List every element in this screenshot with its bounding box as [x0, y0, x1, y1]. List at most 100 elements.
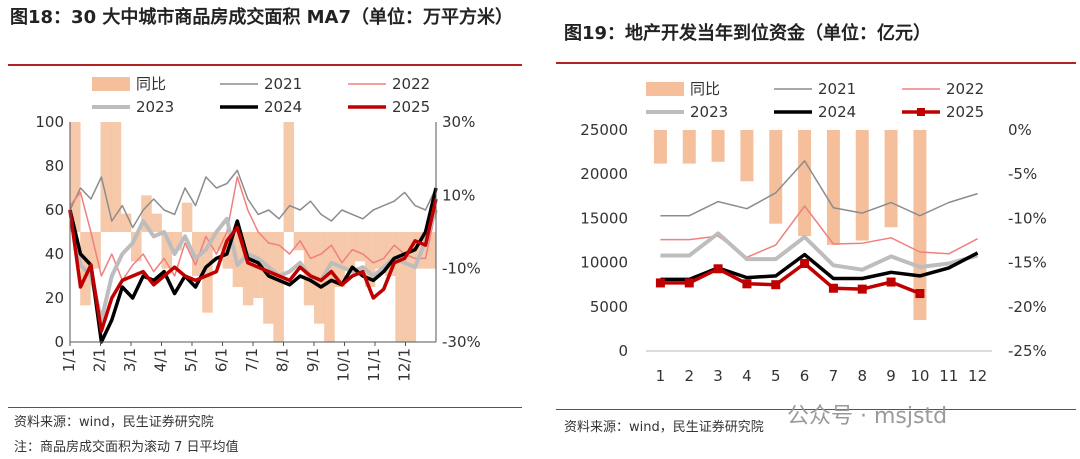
yoy-area-bar: [263, 232, 274, 324]
yoy-bar: [798, 130, 812, 237]
legend-label-2021: 2021: [264, 75, 302, 93]
yoy-area-bar: [181, 202, 193, 232]
legend-marker-2025: [917, 108, 925, 116]
x-tick-label: 4: [742, 367, 752, 385]
series-line-2024: [68, 187, 438, 344]
yoy-area-bar: [385, 232, 396, 276]
legend-swatch-yoy: [646, 82, 684, 96]
x-tick-label: 4/1: [152, 348, 170, 372]
legend-label-2025: 2025: [946, 103, 984, 121]
yoy-area-bar: [151, 213, 162, 232]
chart-housing-transactions: 同比 2021 2022 2023 2024 2025 0 20 40 60 80 100 -30% -1…: [35, 75, 481, 382]
x-tick-label: 1: [656, 367, 666, 385]
yoy-bar: [682, 130, 696, 164]
x-tick-label: 2: [684, 367, 694, 385]
yoy-area-bar: [141, 195, 152, 232]
figure-19-title: 图19：地产开发当年到位资金（单位：亿元）: [564, 23, 932, 44]
yoy-area-bar: [344, 232, 356, 269]
figure-18-panel: 图18：30 大中城市商品房成交面积 MA7（单位：万平方米） 同比 2021 20…: [0, 0, 530, 459]
point-marker-2025: [742, 279, 752, 289]
yoy-bar: [653, 130, 667, 164]
x-tick-label: 2/1: [91, 348, 109, 372]
yoy-bar: [740, 130, 754, 182]
point-marker-2025: [713, 264, 723, 274]
yoy-area-bar: [425, 232, 437, 269]
y-tick-left: 10000: [580, 254, 628, 272]
y-tick-right: -10%: [442, 260, 481, 278]
yoy-bar: [826, 130, 840, 245]
figure-19-source: 资料来源：wind，民生证券研究院: [564, 420, 764, 435]
x-tick-label: 3: [713, 367, 723, 385]
x-tick-label: 5: [771, 367, 781, 385]
legend-label-yoy: 同比: [136, 75, 166, 93]
y-tick-right: -5%: [1008, 165, 1037, 183]
figure-18-source: 资料来源：wind，民生证券研究院: [14, 415, 214, 430]
yoy-bar: [711, 130, 725, 162]
yoy-area-bar: [100, 122, 112, 232]
yoy-area-bar: [161, 232, 173, 269]
x-tick-label: 6: [800, 367, 810, 385]
x-tick-label: 12/1: [396, 348, 414, 382]
y-tick-left: 20: [45, 289, 64, 307]
series-line-2025: [68, 198, 438, 333]
legend-label-2025: 2025: [392, 98, 430, 116]
figure-18-note: 注：商品房成交面积为滚动 7 日平均值: [14, 440, 239, 455]
x-tick-label: 11/1: [365, 348, 383, 382]
legend-label-2023: 2023: [690, 103, 728, 121]
figure-18-title: 图18：30 大中城市商品房成交面积 MA7（单位：万平方米）: [10, 7, 513, 28]
y-tick-left: 5000: [590, 298, 628, 316]
legend-swatch-yoy: [92, 77, 130, 91]
legend-label-2022: 2022: [392, 75, 430, 93]
y-tick-left: 60: [45, 201, 64, 219]
y-tick-right: 30%: [442, 113, 475, 131]
yoy-area-bar: [283, 122, 295, 232]
y-tick-left: 20000: [580, 165, 628, 183]
y-tick-left: 0: [618, 342, 628, 360]
y-tick-right: -30%: [442, 333, 481, 351]
y-tick-left: 25000: [580, 121, 628, 139]
x-tick-label: 8/1: [274, 348, 292, 372]
yoy-area-bar: [242, 232, 254, 306]
y-tick-right: 0%: [1008, 121, 1032, 139]
yoy-area-bar: [273, 232, 284, 342]
series-line-2023: [68, 209, 438, 322]
legend-label-2022: 2022: [946, 80, 984, 98]
series-line-2023: [660, 231, 979, 272]
title-divider: [8, 64, 522, 66]
yoy-bar: [884, 130, 898, 228]
yoy-area-bar: [70, 122, 81, 232]
yoy-bar: [913, 130, 927, 321]
y-tick-left: 80: [45, 157, 64, 175]
point-marker-2025: [655, 278, 665, 288]
legend-label-2024: 2024: [818, 103, 856, 121]
point-marker-2025: [771, 280, 781, 290]
figure-19-panel: 图19：地产开发当年到位资金（单位：亿元） 同比 2021 2022 2023 2024…: [550, 0, 1080, 459]
y-tick-left: 100: [35, 113, 64, 131]
y-tick-right: -15%: [1008, 254, 1047, 272]
y-tick-left: 15000: [580, 209, 628, 227]
x-tick-label: 11: [939, 367, 958, 385]
y-tick-right: -20%: [1008, 298, 1047, 316]
x-tick-label: 7: [829, 367, 839, 385]
x-tick-label: 9/1: [304, 348, 322, 372]
footer-divider: [8, 407, 522, 408]
legend-label-2023: 2023: [136, 98, 174, 116]
x-tick-label: 12: [968, 367, 987, 385]
series-line-2022: [69, 176, 437, 282]
yoy-area-bar: [202, 232, 213, 313]
x-tick-label: 8: [857, 367, 867, 385]
y-tick-left: 40: [45, 245, 64, 263]
point-marker-2025: [800, 258, 810, 268]
yoy-bar: [855, 130, 869, 241]
y-tick-left: 0: [54, 333, 64, 351]
legend-label-2024: 2024: [264, 98, 302, 116]
x-tick-label: 10: [910, 367, 929, 385]
point-marker-2025: [857, 284, 867, 294]
watermark: 公众号 · msjstd: [787, 404, 948, 429]
x-tick-label: 1/1: [60, 348, 78, 372]
point-marker-2025: [886, 277, 896, 287]
yoy-area-bar: [303, 232, 315, 306]
footer-divider: [556, 409, 1076, 410]
yoy-area-bar: [171, 232, 183, 251]
x-tick-label: 3/1: [121, 348, 139, 372]
